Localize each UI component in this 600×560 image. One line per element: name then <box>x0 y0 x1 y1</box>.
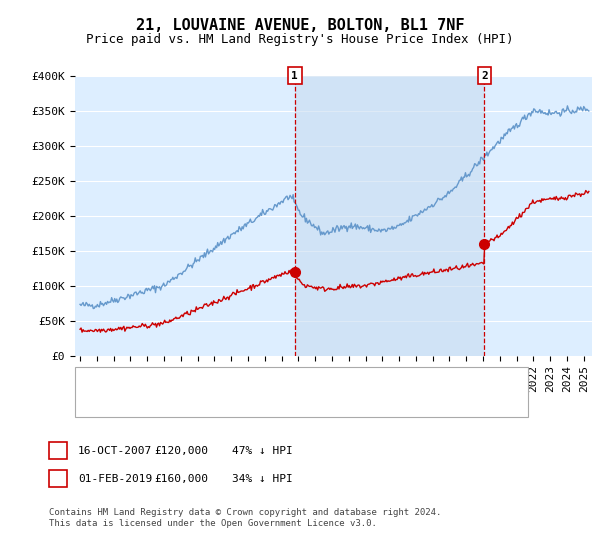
Text: 16-OCT-2007: 16-OCT-2007 <box>78 446 152 456</box>
Text: £160,000: £160,000 <box>154 474 208 484</box>
Text: 1: 1 <box>292 71 298 81</box>
Text: 2: 2 <box>55 472 62 486</box>
Text: 2: 2 <box>481 71 488 81</box>
Text: 34% ↓ HPI: 34% ↓ HPI <box>232 474 293 484</box>
Text: 1: 1 <box>55 444 62 458</box>
Text: 21, LOUVAINE AVENUE, BOLTON, BL1 7NF (detached house): 21, LOUVAINE AVENUE, BOLTON, BL1 7NF (de… <box>113 376 470 386</box>
Text: 01-FEB-2019: 01-FEB-2019 <box>78 474 152 484</box>
Text: £120,000: £120,000 <box>154 446 208 456</box>
Bar <box>295 76 484 356</box>
Text: Price paid vs. HM Land Registry's House Price Index (HPI): Price paid vs. HM Land Registry's House … <box>86 32 514 46</box>
Text: 21, LOUVAINE AVENUE, BOLTON, BL1 7NF: 21, LOUVAINE AVENUE, BOLTON, BL1 7NF <box>136 18 464 32</box>
Text: Contains HM Land Registry data © Crown copyright and database right 2024.
This d: Contains HM Land Registry data © Crown c… <box>49 508 442 528</box>
Text: HPI: Average price, detached house, Bolton: HPI: Average price, detached house, Bolt… <box>113 398 397 408</box>
Text: 47% ↓ HPI: 47% ↓ HPI <box>232 446 293 456</box>
